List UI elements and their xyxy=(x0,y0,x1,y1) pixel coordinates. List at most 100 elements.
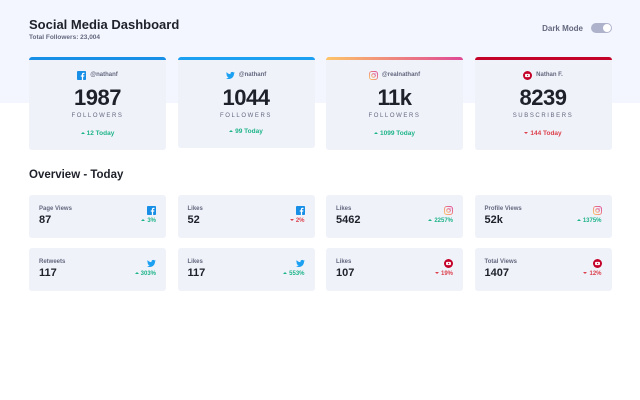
arrow-up-icon xyxy=(229,130,234,133)
overview-label: Likes xyxy=(187,206,203,212)
facebook-icon xyxy=(295,206,305,215)
card-count: 1987 xyxy=(74,85,121,110)
overview-card[interactable]: Likes 52 2% xyxy=(177,195,315,238)
overview-card[interactable]: Page Views 87 3% xyxy=(29,195,166,238)
overview-change-text: 2% xyxy=(295,218,305,224)
overview-value: 5462 xyxy=(336,214,361,226)
card-today-text: 1099 Today xyxy=(380,130,415,137)
dark-mode-toggle[interactable] xyxy=(591,23,612,33)
card-twitter[interactable]: @nathanf 1044 FOLLOWERS 99 Today xyxy=(177,57,315,148)
card-accent-bar xyxy=(29,57,166,60)
instagram-icon xyxy=(368,70,378,80)
card-youtube[interactable]: Nathan F. 8239 SUBSCRIBERS 144 Today xyxy=(474,57,612,150)
overview-label: Total Views xyxy=(484,259,517,265)
arrow-up-icon xyxy=(283,272,288,275)
card-today-text: 144 Today xyxy=(530,130,562,137)
overview-label: Likes xyxy=(187,259,203,265)
overview-label: Likes xyxy=(336,259,352,265)
youtube-icon xyxy=(523,70,533,80)
instagram-icon xyxy=(592,206,602,215)
overview-label: Page Views xyxy=(39,206,72,212)
twitter-icon xyxy=(147,259,156,268)
arrow-up-icon xyxy=(428,219,433,222)
overview-value: 52 xyxy=(187,214,200,226)
overview-card[interactable]: Likes 117 553% xyxy=(177,248,315,291)
overview-change-text: 3% xyxy=(147,218,156,224)
overview-change: 2% xyxy=(289,218,305,224)
page-title: Social Media Dashboard xyxy=(29,17,180,32)
card-count: 8239 xyxy=(519,85,567,110)
card-accent-bar xyxy=(474,57,612,60)
overview-change: 303% xyxy=(134,271,156,277)
facebook-icon xyxy=(147,206,156,215)
arrow-down-icon xyxy=(434,272,439,275)
overview-change: 2257% xyxy=(428,218,453,224)
card-accent-bar xyxy=(177,57,315,60)
overview-label: Profile Views xyxy=(484,206,522,212)
card-instagram[interactable]: @realnathanf 11k FOLLOWERS 1099 Today xyxy=(326,57,463,150)
card-handle-row: @nathanf xyxy=(178,70,315,80)
instagram-icon xyxy=(444,206,453,215)
overview-change-text: 1375% xyxy=(582,218,602,224)
facebook-icon xyxy=(77,70,87,80)
overview-value: 117 xyxy=(39,267,57,279)
overview-card[interactable]: Likes 107 19% xyxy=(326,248,463,291)
overview-change-text: 19% xyxy=(440,271,453,277)
overview-change: 1375% xyxy=(576,218,602,224)
overview-card[interactable]: Likes 5462 2257% xyxy=(326,195,463,238)
card-handle: @realnathanf xyxy=(381,72,421,78)
overview-change-text: 12% xyxy=(589,271,602,277)
card-unit: FOLLOWERS xyxy=(219,113,273,119)
overview-label: Retweets xyxy=(39,259,66,265)
card-count: 1044 xyxy=(222,85,270,110)
overview-value: 1407 xyxy=(484,267,509,279)
card-unit: FOLLOWERS xyxy=(368,113,421,119)
overview-title: Overview - Today xyxy=(29,169,124,181)
overview-card[interactable]: Profile Views 52k 1375% xyxy=(474,195,612,238)
overview-change: 553% xyxy=(283,271,305,277)
overview-card[interactable]: Total Views 1407 12% xyxy=(474,248,612,291)
title-block: Social Media Dashboard Total Followers: … xyxy=(29,17,179,41)
overview-change: 12% xyxy=(583,271,602,277)
dashboard: Social Media Dashboard Total Followers: … xyxy=(29,17,612,291)
card-handle: Nathan F. xyxy=(536,72,563,78)
overview-value: 117 xyxy=(187,267,206,279)
card-handle: @nathanf xyxy=(238,72,267,78)
toggle-knob xyxy=(603,24,611,32)
card-handle-row: @nathanf xyxy=(29,70,166,80)
overview-value: 52k xyxy=(484,214,503,226)
overview-change-text: 553% xyxy=(289,271,305,277)
overview-value: 87 xyxy=(39,214,52,226)
card-today: 1099 Today xyxy=(326,130,463,137)
overview-grid: Page Views 87 3% Likes 52 2% Likes 5462 225… xyxy=(29,195,612,291)
arrow-up-icon xyxy=(80,132,85,135)
total-followers: Total Followers: 23,004 xyxy=(29,34,101,41)
arrow-up-icon xyxy=(374,132,379,135)
dark-mode-control: Dark Mode xyxy=(542,23,612,33)
arrow-up-icon xyxy=(576,219,581,222)
card-today-text: 12 Today xyxy=(86,130,115,137)
card-handle-row: Nathan F. xyxy=(475,70,612,80)
arrow-down-icon xyxy=(289,219,294,222)
youtube-icon xyxy=(444,259,453,268)
overview-change-text: 2257% xyxy=(434,218,453,224)
dark-mode-label: Dark Mode xyxy=(542,23,583,33)
overview-value: 107 xyxy=(336,267,355,279)
card-today-text: 99 Today xyxy=(235,128,263,135)
twitter-icon xyxy=(295,259,305,268)
arrow-up-icon xyxy=(134,272,139,275)
overview-change-text: 303% xyxy=(140,271,156,277)
arrow-up-icon xyxy=(141,219,146,222)
card-handle-row: @realnathanf xyxy=(326,70,463,80)
card-facebook[interactable]: @nathanf 1987 FOLLOWERS 12 Today xyxy=(29,57,166,150)
overview-change: 3% xyxy=(141,218,156,224)
card-unit: SUBSCRIBERS xyxy=(512,113,574,119)
card-today: 12 Today xyxy=(29,130,166,137)
overview-change: 19% xyxy=(434,271,453,277)
overview-label: Likes xyxy=(336,206,352,212)
card-unit: FOLLOWERS xyxy=(71,113,124,119)
follower-cards: @nathanf 1987 FOLLOWERS 12 Today @nathan… xyxy=(29,57,612,150)
overview-card[interactable]: Retweets 117 303% xyxy=(29,248,166,291)
arrow-down-icon xyxy=(583,272,588,275)
card-count: 11k xyxy=(377,85,413,110)
